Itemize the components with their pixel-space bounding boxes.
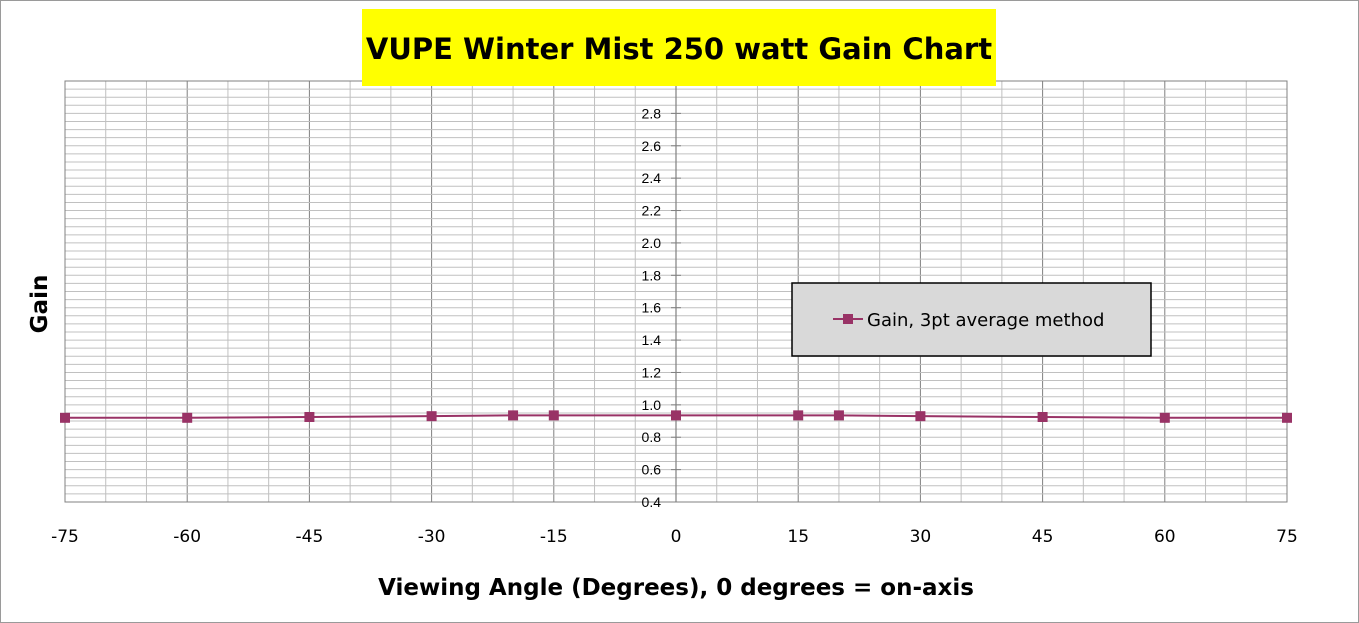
data-point-marker bbox=[182, 412, 193, 423]
y-tick-label: 1.2 bbox=[642, 364, 662, 380]
chart-title: VUPE Winter Mist 250 watt Gain Chart bbox=[366, 32, 992, 66]
data-point-marker bbox=[60, 412, 70, 423]
y-tick-label: 2.6 bbox=[642, 138, 662, 154]
data-point-marker bbox=[671, 410, 681, 421]
data-point-marker bbox=[833, 410, 844, 421]
data-point-marker bbox=[1159, 412, 1170, 423]
data-point-marker bbox=[426, 411, 437, 422]
y-tick-label: 2.0 bbox=[642, 235, 662, 251]
x-tick-label: 0 bbox=[671, 527, 682, 547]
y-tick-label: 1.0 bbox=[642, 397, 662, 413]
chart-title-background bbox=[362, 9, 996, 86]
series-layer bbox=[60, 410, 1292, 423]
data-point-marker bbox=[1037, 411, 1048, 422]
y-tick-label: 0.8 bbox=[642, 429, 662, 445]
x-tick-label: 75 bbox=[1276, 527, 1298, 547]
x-axis-title: Viewing Angle (Degrees), 0 degrees = on-… bbox=[378, 575, 974, 601]
x-tick-label: 15 bbox=[787, 527, 809, 547]
legend: Gain, 3pt average method bbox=[791, 282, 1152, 357]
x-tick-label: 45 bbox=[1032, 527, 1054, 547]
data-point-marker bbox=[508, 410, 519, 421]
y-tick-label: 0.6 bbox=[642, 462, 662, 478]
tick-labels: -75 -60 -45 -30 -15 0 15 30 45 60 75 0.4 0.6 0.8 1.0 1.… bbox=[51, 73, 1298, 547]
y-tick-label: 1.8 bbox=[642, 267, 662, 283]
y-tick-label: 1.6 bbox=[642, 300, 662, 316]
y-tick-label: 1.4 bbox=[642, 332, 662, 348]
y-tick-label: 2.4 bbox=[642, 170, 662, 186]
data-point-marker bbox=[1282, 412, 1292, 423]
x-tick-label: 60 bbox=[1154, 527, 1176, 547]
data-point-marker bbox=[304, 411, 315, 422]
data-point-marker bbox=[548, 410, 559, 421]
legend-label: Gain, 3pt average method bbox=[867, 310, 1104, 331]
x-tick-label: -45 bbox=[296, 527, 324, 547]
y-tick-label: 2.8 bbox=[642, 105, 662, 121]
y-axis-title: Gain bbox=[27, 275, 53, 334]
data-point-marker bbox=[915, 411, 926, 422]
axes bbox=[671, 80, 681, 503]
x-tick-label: -60 bbox=[173, 527, 201, 547]
x-tick-label: 30 bbox=[910, 527, 932, 547]
data-point-marker bbox=[793, 410, 804, 421]
legend-square-marker bbox=[843, 314, 853, 324]
x-tick-label: -15 bbox=[540, 527, 568, 547]
y-tick-label: 0.4 bbox=[642, 494, 662, 510]
x-tick-label: -75 bbox=[51, 527, 79, 547]
y-tick-label: 2.2 bbox=[642, 203, 662, 219]
x-tick-label: -30 bbox=[418, 527, 446, 547]
